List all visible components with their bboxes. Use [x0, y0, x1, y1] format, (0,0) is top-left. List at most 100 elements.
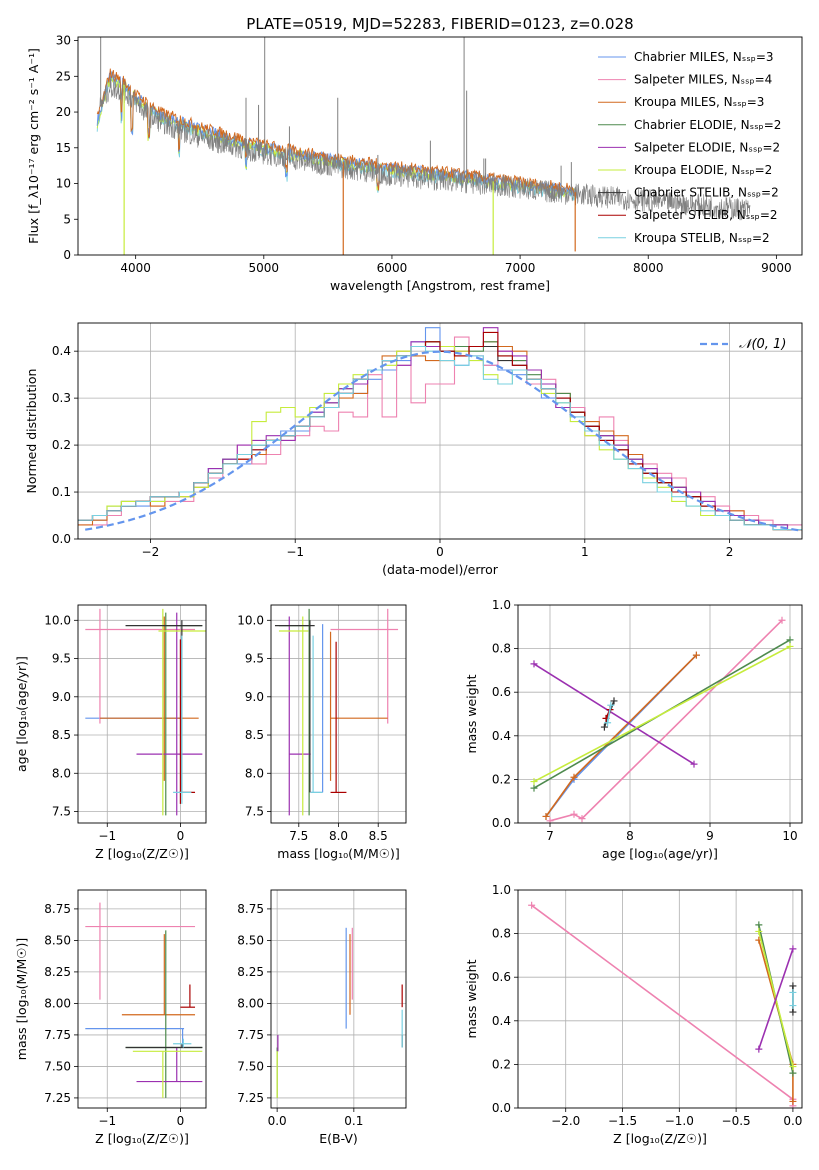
tick-label-y: 8.75 [44, 902, 71, 916]
tick-label-y: 0.8 [492, 927, 511, 941]
marker [530, 784, 538, 792]
tick-label-y: 25 [56, 69, 71, 83]
axes-frame [77, 604, 207, 824]
axis-label-y: mass weight [464, 674, 479, 753]
legend-label: Kroupa ELODIE, Nₛₛₚ=2 [634, 163, 772, 177]
tick-label-y: 1.0 [492, 883, 511, 897]
tick-label-x: −1 [98, 829, 116, 843]
tick-label-y: 10.0 [44, 613, 71, 627]
tick-label-y: 8.5 [52, 728, 71, 742]
legend-label: Kroupa STELIB, Nₛₛₚ=2 [634, 231, 770, 245]
tick-label-y: 8.50 [237, 933, 264, 947]
plot-area [518, 890, 802, 1108]
marker [789, 1008, 797, 1016]
axes-frame [270, 889, 407, 1109]
marker [692, 651, 700, 659]
tick-label-x: 0 [177, 829, 185, 843]
tick-label-y: 0.6 [492, 970, 511, 984]
marker [789, 1002, 797, 1010]
tick-label-y: 7.75 [237, 1028, 264, 1042]
marker [570, 810, 578, 818]
tick-label-x: 9 [706, 829, 714, 843]
tick-label-y: 8.5 [245, 728, 264, 742]
marker [530, 660, 538, 668]
axis-label-y: mass weight [464, 959, 479, 1038]
marker [600, 723, 608, 731]
tick-label-x: 4000 [120, 261, 151, 275]
tick-label-x: 7 [546, 829, 554, 843]
tick-label-x: −1 [286, 545, 304, 559]
marker [530, 778, 538, 786]
tick-label-y: 7.75 [44, 1028, 71, 1042]
tick-label-y: 8.0 [52, 766, 71, 780]
axes-z-mass: −1 0 7.25 7.50 7.75 8.00 8.25 8.50 8.75 Z [log₁₀(… [14, 889, 207, 1146]
tick-label-y: 7.50 [237, 1059, 264, 1073]
tick-label-y: 0.1 [52, 485, 71, 499]
weight-series [758, 948, 794, 1050]
axis-label-x: wavelength [Angstrom, rest frame] [330, 278, 550, 293]
axis-label-x: Z [log₁₀(Z/Z☉)] [95, 1131, 189, 1146]
tick-label-y: 10.0 [237, 613, 264, 627]
tick-label-x: 0.0 [268, 1114, 287, 1128]
axes-frame [77, 36, 803, 256]
marker [755, 1045, 763, 1053]
tick-label-x: −1 [98, 1114, 116, 1128]
tick-label-y: 15 [56, 141, 71, 155]
legend-label: Chabrier MILES, Nₛₛₚ=3 [634, 50, 774, 64]
axis-label-x: Z [log₁₀(Z/Z☉)] [95, 846, 189, 861]
marker [604, 719, 612, 727]
tick-label-x: 8000 [633, 261, 664, 275]
tick-label-y: 8.25 [237, 965, 264, 979]
marker [789, 1097, 797, 1105]
marker [607, 701, 615, 709]
axis-label-y: Flux [f_λ10⁻¹⁷ erg cm⁻² s⁻¹ A⁻¹] [26, 48, 41, 244]
tick-label-y: 8.50 [44, 933, 71, 947]
tick-label-x: 0.0 [783, 1114, 802, 1128]
tick-label-y: 0.4 [52, 344, 71, 358]
tick-label-x: 8.5 [369, 829, 388, 843]
axis-label-y: mass [log₁₀(M/M☉)] [14, 938, 29, 1060]
plot-area [78, 323, 802, 539]
axes-residuals: −2 −1 0 1 2 0.0 0.1 0.2 0.3 0.4 (data-model)/error… [24, 322, 803, 577]
axis-label-x: Z [log₁₀(Z/Z☉)] [613, 1131, 707, 1146]
tick-label-y: 0.6 [492, 685, 511, 699]
tick-label-y: 8.00 [44, 996, 71, 1010]
axes-frame [517, 889, 803, 1109]
weight-series [549, 619, 783, 822]
tick-label-x: 1 [581, 545, 589, 559]
plot-area [78, 605, 206, 823]
tick-label-y: 7.5 [52, 805, 71, 819]
axes-frame [517, 604, 803, 824]
tick-label-x: 6000 [377, 261, 408, 275]
tick-label-x: 9000 [761, 261, 792, 275]
axes-mass-age: 7.5 8.0 8.5 7.5 8.0 8.5 9.0 9.5 10.0 mass [log₁₀(… [237, 604, 407, 861]
model-spectrum [96, 68, 575, 196]
axes-spectrum: 4000 5000 6000 7000 8000 9000 0 5 10 15 20 25 30 PLAT… [26, 15, 803, 293]
tick-label-x: 8 [626, 829, 634, 843]
axis-label-x: age [log₁₀(age/yr)] [602, 846, 718, 861]
legend-label: Salpeter ELODIE, Nₛₛₚ=2 [634, 140, 780, 154]
tick-label-y: 20 [56, 105, 71, 119]
tick-label-y: 9.0 [245, 690, 264, 704]
tick-label-y: 0.2 [52, 438, 71, 452]
marker [786, 636, 794, 644]
tick-label-x: 2 [726, 545, 734, 559]
tick-label-y: 8.75 [237, 902, 264, 916]
tick-label-y: 0.0 [52, 532, 71, 546]
tick-label-y: 8.25 [44, 965, 71, 979]
tick-label-y: 9.5 [245, 652, 264, 666]
axis-label-x: E(B-V) [319, 1131, 358, 1146]
axis-label-y: age [log₁₀(age/yr)] [14, 656, 29, 772]
tick-label-y: 0 [63, 248, 71, 262]
tick-label-y: 0.0 [492, 816, 511, 830]
marker [570, 773, 578, 781]
tick-label-y: 7.25 [237, 1091, 264, 1105]
marker [755, 927, 763, 935]
tick-label-x: 0 [436, 545, 444, 559]
marker [789, 1069, 797, 1077]
plot-area [271, 890, 406, 1108]
tick-label-y: 5 [63, 212, 71, 226]
tick-label-x: 0 [177, 1114, 185, 1128]
legend-label: Salpeter STELIB, Nₛₛₚ=2 [634, 208, 778, 222]
